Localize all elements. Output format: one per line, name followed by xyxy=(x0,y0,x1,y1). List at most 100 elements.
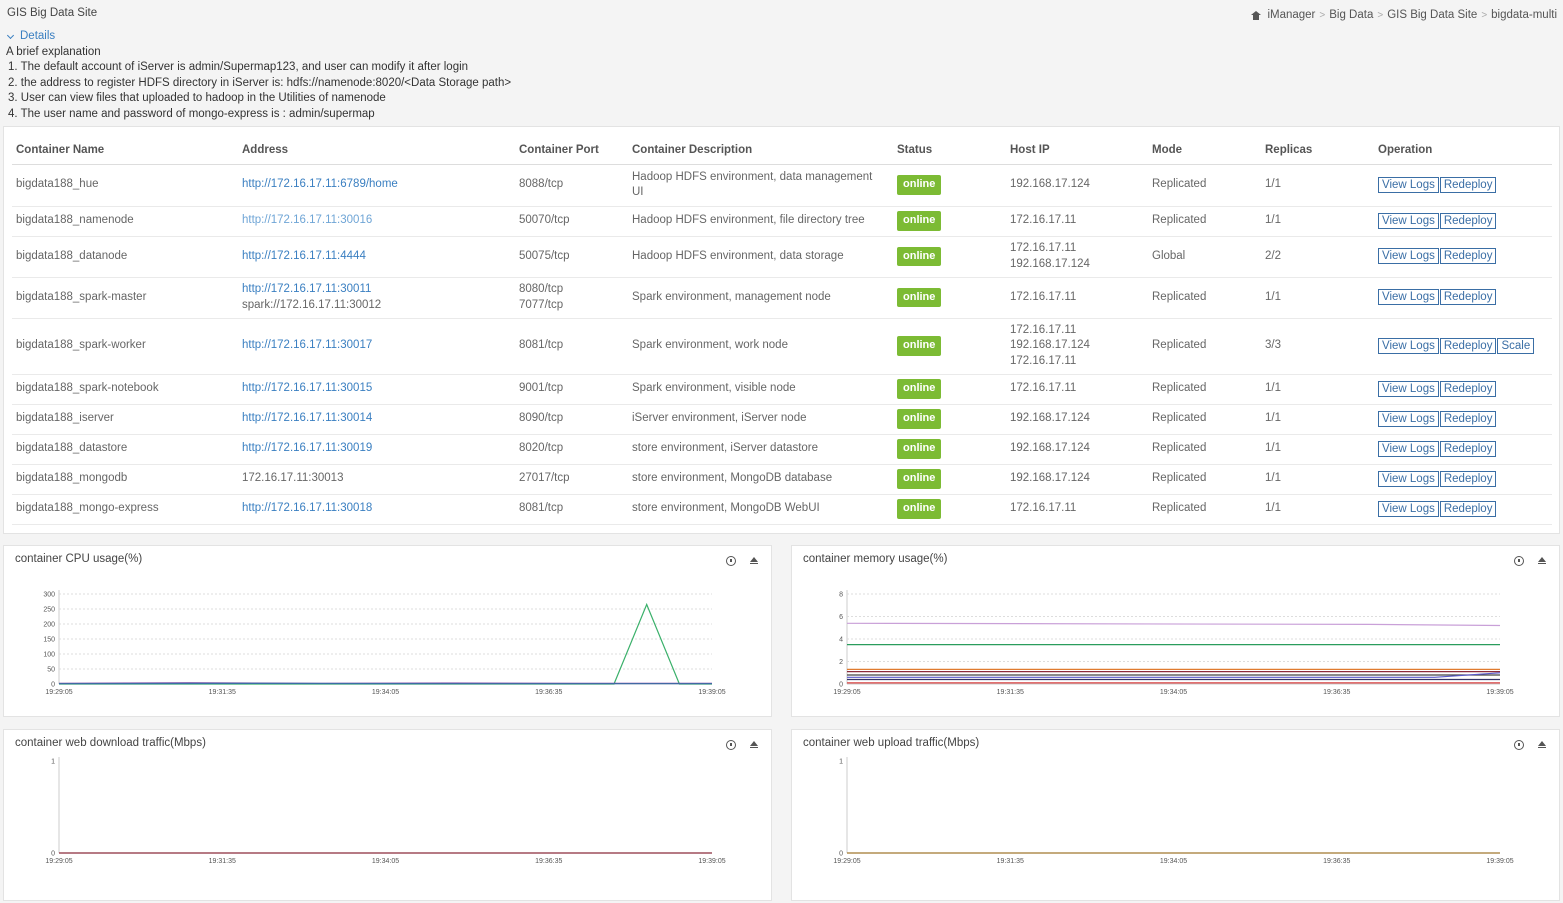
address-link[interactable]: http://172.16.17.11:30015 xyxy=(242,382,373,395)
y-tick-label: 0 xyxy=(51,682,55,689)
view-logs-button[interactable]: View Logs xyxy=(1378,212,1439,229)
view-logs-button[interactable]: View Logs xyxy=(1378,289,1439,306)
address-link[interactable]: http://172.16.17.11:30011 xyxy=(242,283,372,295)
redeploy-button[interactable]: Redeploy xyxy=(1439,337,1497,354)
cell-host-ip: 172.16.17.11 xyxy=(1006,206,1148,237)
home-icon[interactable] xyxy=(1251,10,1262,20)
breadcrumb: iManager > Big Data > GIS Big Data Site … xyxy=(1251,9,1557,21)
details-item: 2. the address to register HDFS director… xyxy=(8,76,512,89)
y-tick-label: 0 xyxy=(839,682,843,689)
collapse-icon[interactable] xyxy=(1537,740,1547,750)
replicas: 1/1 xyxy=(1265,502,1281,515)
cell-mode: Replicated xyxy=(1148,318,1261,375)
container-port: 8080/tcp xyxy=(519,283,564,295)
info-icon[interactable] xyxy=(1514,556,1524,566)
info-icon[interactable] xyxy=(726,556,736,566)
cell-address: http://172.16.17.11:4444 xyxy=(238,236,515,278)
cell-host-ip: 192.168.17.124 xyxy=(1006,464,1148,495)
cell-port: 8020/tcp xyxy=(515,434,628,465)
header-host-ip: Host IP xyxy=(1006,137,1148,165)
container-port: 27017/tcp xyxy=(519,472,570,485)
view-logs-button[interactable]: View Logs xyxy=(1378,176,1439,193)
view-logs-button[interactable]: View Logs xyxy=(1378,410,1439,427)
y-tick-label: 4 xyxy=(839,637,843,644)
y-tick-label: 200 xyxy=(43,622,55,629)
redeploy-button[interactable]: Redeploy xyxy=(1439,500,1497,517)
cell-address: http://172.16.17.11:6789/home xyxy=(238,164,515,207)
container-name: bigdata188_datanode xyxy=(16,249,128,262)
address-link[interactable]: http://172.16.17.11:6789/home xyxy=(242,178,398,191)
details-toggle[interactable]: Details xyxy=(6,29,511,45)
x-tick-label: 19:36:35 xyxy=(1323,689,1350,696)
redeploy-button[interactable]: Redeploy xyxy=(1439,248,1497,265)
cell-status: online xyxy=(893,164,1006,207)
cell-address: http://172.16.17.11:30016 xyxy=(238,206,515,237)
collapse-icon[interactable] xyxy=(749,740,759,750)
container-port: 8081/tcp xyxy=(519,502,564,515)
scale-button[interactable]: Scale xyxy=(1497,337,1535,354)
download-traffic-chart: 0 1 19:29:05 19:31:35 19:34:05 19:36:35 19:39:… xyxy=(45,757,726,865)
cell-address: http://172.16.17.11:30014 xyxy=(238,404,515,435)
address-link[interactable]: http://172.16.17.11:30017 xyxy=(242,339,373,352)
table-row: bigdata188_datanode http://172.16.17.11:4… xyxy=(12,236,1552,278)
info-icon[interactable] xyxy=(1514,740,1524,750)
info-icon[interactable] xyxy=(726,740,736,750)
view-logs-button[interactable]: View Logs xyxy=(1378,500,1439,517)
view-logs-button[interactable]: View Logs xyxy=(1378,440,1439,457)
status-badge: online xyxy=(897,175,942,195)
cell-replicas: 1/1 xyxy=(1261,434,1374,465)
x-tick-label: 19:34:05 xyxy=(372,858,399,865)
cell-port: 8081/tcp xyxy=(515,318,628,375)
cell-container-name: bigdata188_spark-notebook xyxy=(12,374,238,405)
cell-container-name: bigdata188_hue xyxy=(12,164,238,207)
address-link[interactable]: http://172.16.17.11:30019 xyxy=(242,442,373,455)
replicas: 1/1 xyxy=(1265,442,1281,455)
redeploy-button[interactable]: Redeploy xyxy=(1439,380,1497,397)
view-logs-button[interactable]: View Logs xyxy=(1378,337,1439,354)
cell-status: online xyxy=(893,206,1006,237)
table-header-row: Container Name Address Container Port Co… xyxy=(12,137,1552,165)
host-ip: 192.168.17.124 xyxy=(1010,442,1090,455)
address-link[interactable]: http://172.16.17.11:30018 xyxy=(242,502,373,515)
cell-mode: Replicated xyxy=(1148,494,1261,525)
mode: Replicated xyxy=(1152,412,1207,425)
x-tick-label: 19:39:05 xyxy=(698,689,725,696)
view-logs-button[interactable]: View Logs xyxy=(1378,470,1439,487)
x-tick-label: 19:34:05 xyxy=(1160,858,1187,865)
y-tick-label: 50 xyxy=(47,667,55,674)
breadcrumb-imanager[interactable]: iManager xyxy=(1267,9,1316,21)
container-table-panel: Container Name Address Container Port Co… xyxy=(3,126,1560,534)
collapse-icon[interactable] xyxy=(749,556,759,566)
status-badge: online xyxy=(897,439,942,459)
redeploy-button[interactable]: Redeploy xyxy=(1439,176,1497,193)
view-logs-button[interactable]: View Logs xyxy=(1378,248,1439,265)
address-link[interactable]: http://172.16.17.11:30016 xyxy=(242,214,373,227)
y-tick-label: 8 xyxy=(839,592,843,599)
redeploy-button[interactable]: Redeploy xyxy=(1439,289,1497,306)
address-link[interactable]: http://172.16.17.11:4444 xyxy=(242,249,366,262)
redeploy-button[interactable]: Redeploy xyxy=(1439,470,1497,487)
host-ip: 172.16.17.11 xyxy=(1010,323,1077,336)
details-heading: A brief explanation xyxy=(6,45,101,58)
collapse-icon[interactable] xyxy=(1537,556,1547,566)
container-port: 8081/tcp xyxy=(519,339,564,352)
host-ip: 172.16.17.11 xyxy=(1010,382,1077,395)
cell-status: online xyxy=(893,277,1006,319)
address-link[interactable]: http://172.16.17.11:30014 xyxy=(242,412,373,425)
redeploy-button[interactable]: Redeploy xyxy=(1439,212,1497,229)
redeploy-button[interactable]: Redeploy xyxy=(1439,440,1497,457)
host-ip: 192.168.17.124 xyxy=(1010,257,1090,270)
breadcrumb-big-data[interactable]: Big Data xyxy=(1329,9,1374,21)
view-logs-button[interactable]: View Logs xyxy=(1378,380,1439,397)
header-container-name: Container Name xyxy=(12,137,238,165)
host-ip: 172.16.17.11 xyxy=(1010,290,1077,303)
cell-address: http://172.16.17.11:30015 xyxy=(238,374,515,405)
cell-operation: View Logs Redeploy xyxy=(1374,434,1552,465)
cell-port: 8090/tcp xyxy=(515,404,628,435)
cell-container-name: bigdata188_datastore xyxy=(12,434,238,465)
y-tick-label: 1 xyxy=(839,759,843,766)
cell-port: 8081/tcp xyxy=(515,494,628,525)
breadcrumb-gis-big-data-site[interactable]: GIS Big Data Site xyxy=(1387,9,1478,21)
redeploy-button[interactable]: Redeploy xyxy=(1439,410,1497,427)
container-port: 7077/tcp xyxy=(519,298,564,311)
